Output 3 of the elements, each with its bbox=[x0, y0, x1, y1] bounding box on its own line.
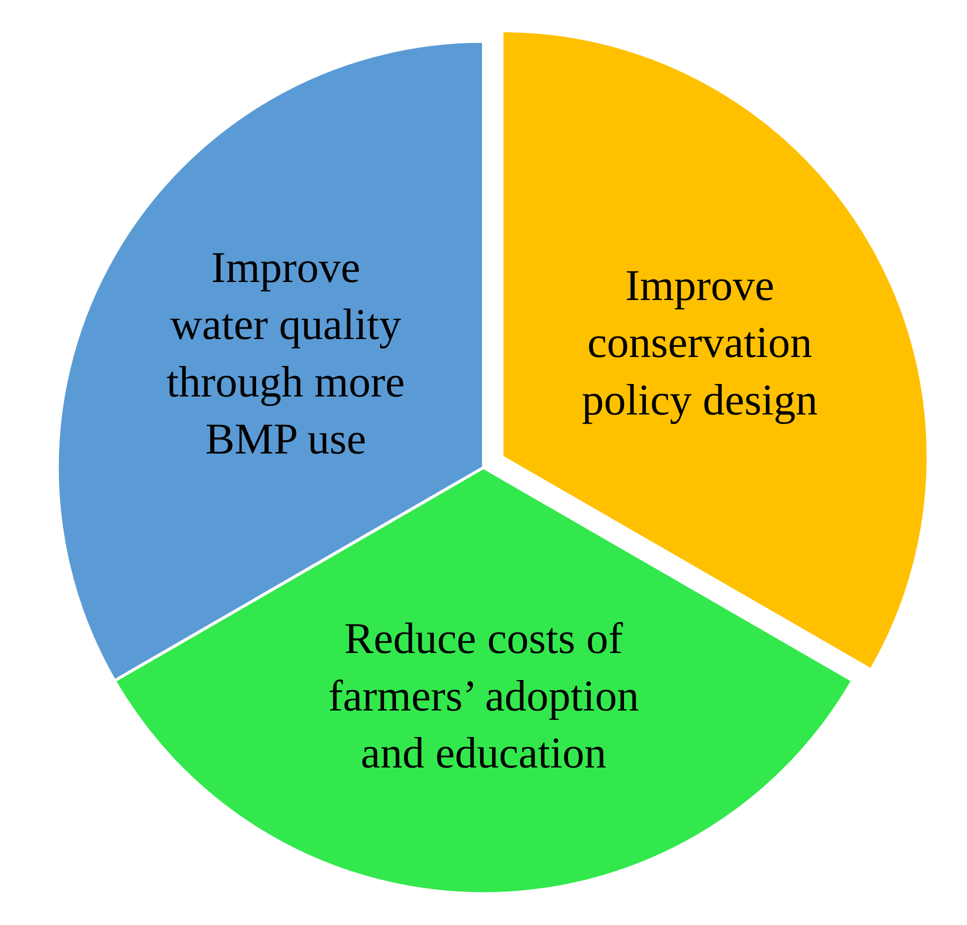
slice-label: Improve water quality through more BMP use bbox=[166, 243, 405, 464]
slice-label: Reduce costs of farmers’ adoption and education bbox=[328, 614, 639, 778]
slice-label: Improve conservation policy design bbox=[582, 260, 818, 424]
